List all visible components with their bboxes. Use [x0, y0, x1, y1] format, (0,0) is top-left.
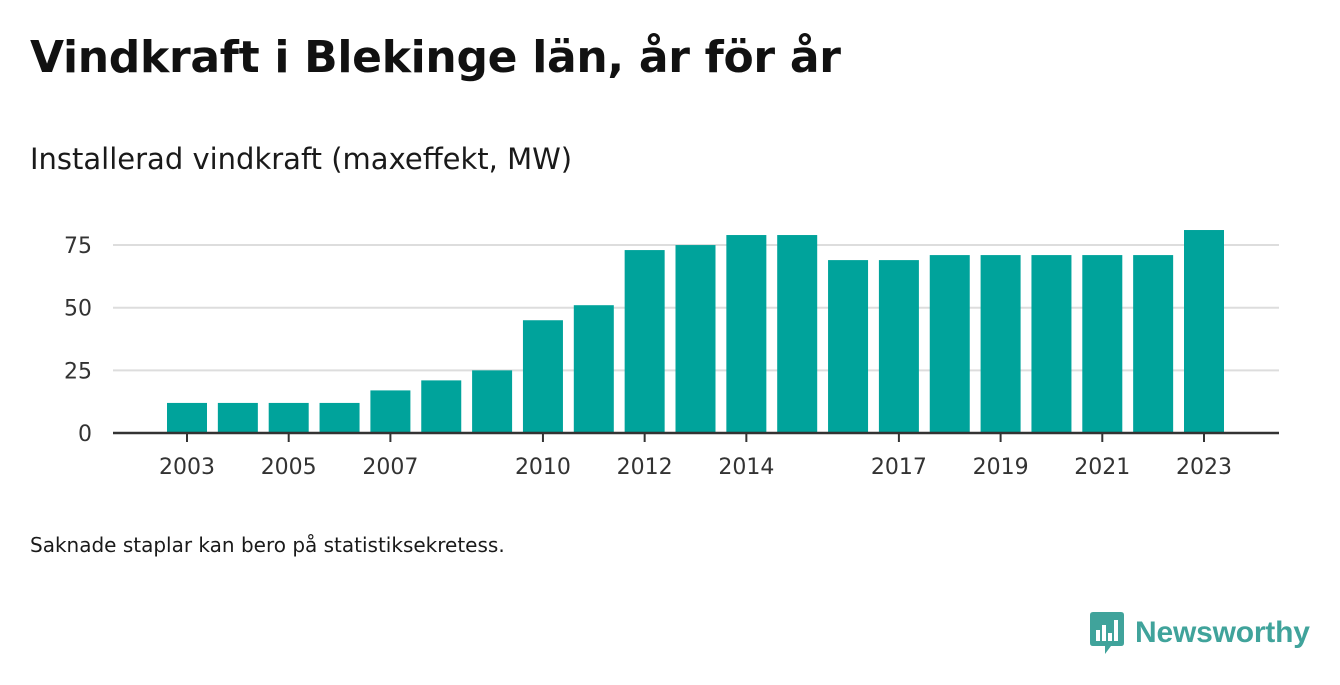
bars — [167, 230, 1224, 433]
bar-2005 — [268, 402, 309, 433]
bar-chart: 0 25 50 75 2003 2005 2007 2010 2012 2014 2017 2019… — [64, 230, 1279, 480]
bar-2012 — [624, 250, 665, 433]
y-axis-ticks: 0 25 50 75 — [64, 234, 92, 447]
y-tick-label: 0 — [78, 422, 92, 447]
bar-2023 — [1184, 230, 1224, 433]
newsworthy-logo: Newsworthy — [1089, 611, 1310, 655]
chart-title: Vindkraft i Blekinge län, år för år — [30, 32, 841, 83]
newsworthy-bar-chart-bubble-icon — [1090, 612, 1124, 654]
x-tick-label: 2003 — [159, 455, 215, 480]
bar-2022 — [1133, 255, 1174, 433]
bar-2013 — [675, 245, 716, 433]
footnote: Saknade staplar kan bero på statistiksek… — [30, 533, 505, 557]
bar-2008 — [421, 380, 462, 433]
x-tick-label: 2014 — [718, 455, 774, 480]
x-tick-label: 2012 — [617, 455, 673, 480]
bar-2004 — [217, 402, 258, 433]
x-tick-label: 2010 — [515, 455, 571, 480]
bar-2016 — [828, 260, 869, 433]
bar-2017 — [878, 260, 919, 433]
chart-subtitle: Installerad vindkraft (maxeffekt, MW) — [30, 142, 573, 176]
bar-2020 — [1031, 255, 1072, 433]
bar-2006 — [319, 402, 360, 433]
bar-2021 — [1082, 255, 1123, 433]
bar-2019 — [980, 255, 1021, 433]
bar-2018 — [929, 255, 970, 433]
x-axis-ticks: 2003 2005 2007 2010 2012 2014 2017 2019 2021 2023 — [159, 433, 1232, 480]
bar-2011 — [573, 305, 614, 433]
x-tick-label: 2021 — [1074, 455, 1130, 480]
bar-2014 — [726, 235, 767, 433]
bar-2010 — [522, 320, 563, 433]
bar-2009 — [472, 370, 513, 433]
bar-2003 — [167, 402, 207, 433]
x-tick-label: 2023 — [1176, 455, 1232, 480]
x-tick-label: 2005 — [261, 455, 317, 480]
y-tick-label: 50 — [64, 297, 92, 322]
logo-name: Newsworthy — [1135, 616, 1310, 649]
y-tick-label: 25 — [64, 359, 92, 384]
x-tick-label: 2017 — [871, 455, 927, 480]
y-tick-label: 75 — [64, 234, 92, 259]
bar-2015 — [777, 235, 818, 433]
bar-2007 — [370, 390, 411, 433]
x-tick-label: 2007 — [362, 455, 418, 480]
x-tick-label: 2019 — [973, 455, 1029, 480]
